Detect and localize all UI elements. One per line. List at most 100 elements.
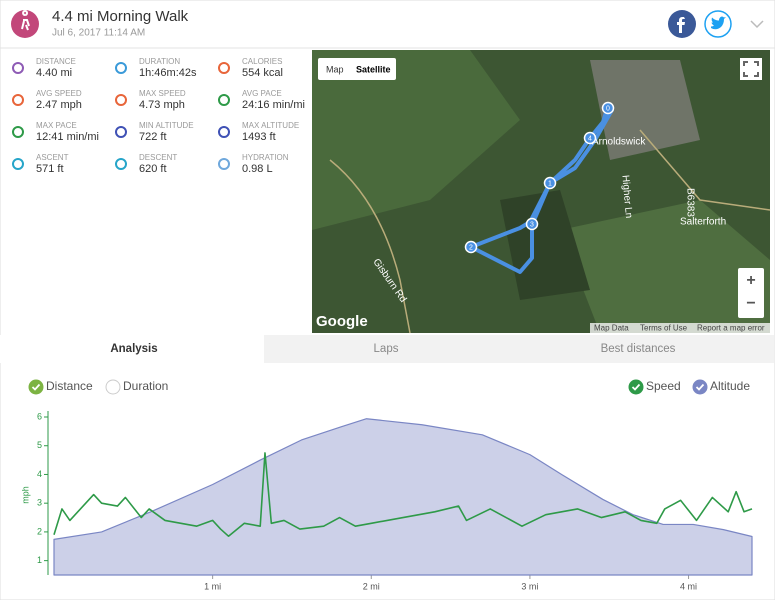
legend-label[interactable]: Speed (646, 379, 681, 393)
tab-inactive-bg (264, 335, 774, 363)
legend-label[interactable]: Altitude (710, 379, 750, 393)
y-tick-label: 5 (37, 440, 42, 450)
map[interactable]: Map SatelliteArnoldswickSalterforthGisbur… (312, 50, 771, 334)
speed-line (53, 452, 753, 538)
route-marker (543, 176, 557, 190)
stat-value: 4.40 mi (36, 67, 72, 79)
stat-label: DURATION (139, 57, 180, 66)
stat-value: 554 kcal (242, 67, 283, 79)
map-place: Arnoldswick (592, 137, 646, 148)
fullscreen-button[interactable] (740, 58, 762, 80)
y-tick-label: 6 (37, 411, 42, 421)
route-marker (464, 240, 478, 254)
stat-label: HYDRATION (242, 153, 289, 162)
stat-icon (218, 158, 230, 170)
map-footer-bar (590, 323, 770, 333)
check-glyph (631, 383, 641, 391)
y-axis-label: mph (20, 486, 30, 504)
stat-label: DESCENT (139, 153, 177, 162)
stat-label: AVG SPEED (36, 89, 82, 98)
map-button[interactable]: Satellite (356, 64, 391, 74)
stat-value: 722 ft (139, 131, 167, 143)
stat-label: CALORIES (242, 57, 282, 66)
stat-label: AVG PACE (242, 89, 282, 98)
stat-value: 24:16 min/mi (242, 99, 305, 111)
chart: Distance Duration Speed Altitude mph 1 2 3 4 5 6 1 … (20, 379, 753, 591)
map-woodland (500, 190, 590, 300)
stat-icon (12, 126, 24, 138)
stat-icon (12, 62, 24, 74)
activity-icon (11, 10, 39, 38)
expand-chevron[interactable] (750, 20, 764, 29)
tab[interactable]: Analysis (110, 343, 157, 355)
tab-active-bg (0, 335, 264, 363)
toggle-circle[interactable] (28, 379, 44, 395)
map-button[interactable]: Map (326, 64, 344, 74)
facebook-glyph (677, 17, 685, 33)
route (469, 104, 614, 274)
stat-icon (12, 94, 24, 106)
map-place: Higher Ln (619, 175, 634, 219)
stat-icon (218, 94, 230, 106)
fullscreen-glyph (743, 61, 759, 77)
y-tick-label: 4 (37, 469, 42, 479)
map-field (312, 50, 520, 230)
zoom-out[interactable]: − (746, 295, 755, 312)
map-road (329, 159, 411, 334)
route-marker (583, 131, 597, 145)
y-tick-label: 3 (37, 498, 42, 508)
map-road (639, 129, 771, 211)
x-tick-label: 4 mi (680, 581, 697, 591)
map-place: Salterforth (680, 217, 726, 228)
check-glyph (695, 383, 705, 391)
toggle-label[interactable]: Distance (46, 379, 93, 393)
stat-label: MAX ALTITUDE (242, 121, 299, 130)
map-footer-link[interactable]: Terms of Use (640, 324, 688, 333)
stat-label: DISTANCE (36, 57, 76, 66)
tabs: Analysis Laps Best distances (110, 343, 675, 355)
stat-value: 2.47 mph (36, 99, 82, 111)
stat-value: 1493 ft (242, 131, 276, 143)
zoom-control (738, 268, 764, 318)
stat-icon (218, 126, 230, 138)
map-place: B6383 (684, 188, 695, 217)
stat-value: 0.98 L (242, 163, 273, 175)
activity-title: 4.4 mi Morning Walk (52, 8, 189, 25)
stat-value: 4.73 mph (139, 99, 185, 111)
stat-label: MAX PACE (36, 121, 77, 130)
route-marker (525, 217, 539, 231)
stat-value: 620 ft (139, 163, 167, 175)
tab[interactable]: Laps (374, 343, 399, 355)
walker-glyph (21, 10, 30, 31)
check-glyph (31, 383, 41, 391)
stat-icon (115, 158, 127, 170)
stat-label: MIN ALTITUDE (139, 121, 194, 130)
stat-icon (12, 158, 24, 170)
route-marker-label: 4 (588, 135, 592, 142)
activity-date: Jul 6, 2017 11:14 AM (52, 28, 145, 39)
map-footer-link[interactable]: Map Data (594, 324, 629, 333)
toggle-circle[interactable] (105, 379, 121, 395)
toggle-label[interactable]: Duration (123, 379, 168, 393)
stat-label: ASCENT (36, 153, 69, 162)
toggle-circle[interactable] (692, 379, 708, 395)
zoom-in[interactable]: + (746, 272, 755, 289)
route-marker (601, 101, 615, 115)
stat-icon (115, 62, 127, 74)
stat-label: MAX SPEED (139, 89, 186, 98)
route-marker-label: 2 (469, 244, 473, 251)
route-marker-label: 1 (548, 180, 552, 187)
stat-icon (115, 126, 127, 138)
toggle-circle[interactable] (628, 379, 644, 395)
map-town (590, 60, 700, 160)
tab[interactable]: Best distances (601, 343, 676, 355)
route-marker-label: 3 (530, 221, 534, 228)
stat-value: 12:41 min/mi (36, 131, 99, 143)
map-footer-link[interactable]: Report a map error (697, 324, 765, 333)
map-type-control (318, 58, 396, 80)
twitter-glyph (711, 16, 726, 30)
map-field (560, 200, 770, 333)
y-tick-label: 1 (37, 555, 42, 565)
